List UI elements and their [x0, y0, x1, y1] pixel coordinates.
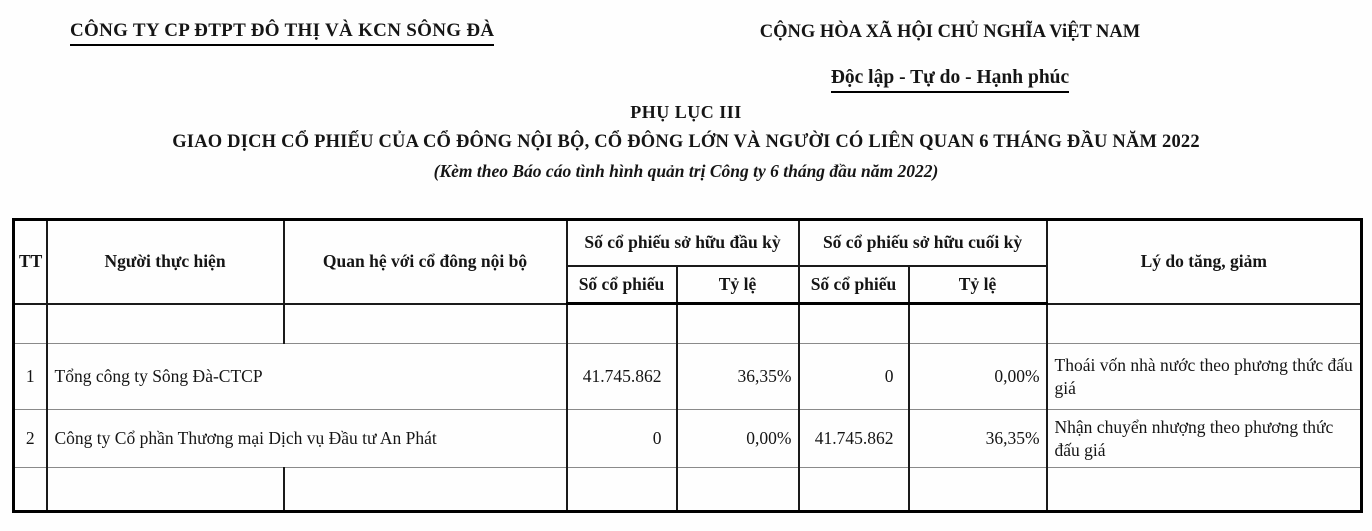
row-person: Công ty Cổ phần Thương mại Dịch vụ Đầu t…	[45, 409, 568, 468]
table-header-row-groups: TT Người thực hiện Quan hệ với cổ đông n…	[12, 218, 1363, 305]
national-title: CỘNG HÒA XÃ HỘI CHỦ NGHĨA ViỆT NAM	[759, 22, 1141, 42]
spacer-row	[12, 303, 1363, 344]
empty-cell	[565, 303, 678, 344]
row-reason: Thoái vốn nhà nước theo phương thức đấu …	[1045, 343, 1363, 410]
header-relation: Quan hệ với cổ đông nội bộ	[282, 218, 568, 305]
empty-cell	[675, 467, 800, 513]
row-end-ratio: 0,00%	[907, 343, 1048, 410]
header-end-ratio: Tỷ lệ	[907, 264, 1048, 305]
document-subtitle: (Kèm theo Báo cáo tình hình quản trị Côn…	[433, 161, 939, 181]
empty-cell	[797, 303, 910, 344]
row-index: 2	[12, 409, 48, 468]
empty-cell	[907, 303, 1048, 344]
empty-cell	[45, 303, 285, 344]
national-motto: Độc lập - Tự do - Hạnh phúc	[830, 67, 1070, 93]
empty-cell	[565, 467, 678, 513]
header-person: Người thực hiện	[45, 218, 285, 305]
empty-cell	[282, 303, 568, 344]
empty-cell	[45, 467, 285, 513]
national-motto-block: CỘNG HÒA XÃ HỘI CHỦ NGHĨA ViỆT NAM Độc l…	[700, 22, 1200, 93]
table-row: 1 Tổng công ty Sông Đà-CTCP 41.745.862 3…	[12, 343, 1363, 410]
row-begin-ratio: 0,00%	[675, 409, 800, 468]
header-begin-group: Số cổ phiếu sở hữu đầu kỳ	[565, 218, 800, 267]
empty-cell	[12, 467, 48, 513]
header-end-group: Số cổ phiếu sở hữu cuối kỳ	[797, 218, 1048, 267]
row-begin-shares: 41.745.862	[565, 343, 678, 410]
company-name: CÔNG TY CP ĐTPT ĐÔ THỊ VÀ KCN SÔNG ĐÀ	[70, 20, 495, 46]
appendix-title: PHỤ LỤC III	[630, 102, 742, 122]
row-end-ratio: 36,35%	[907, 409, 1048, 468]
header-begin-shares: Số cổ phiếu	[565, 264, 678, 305]
row-person: Tổng công ty Sông Đà-CTCP	[45, 343, 568, 410]
row-begin-shares: 0	[565, 409, 678, 468]
header-tt: TT	[12, 218, 48, 305]
empty-cell	[1045, 303, 1363, 344]
row-index: 1	[12, 343, 48, 410]
header-begin-ratio: Tỷ lệ	[675, 264, 800, 305]
header-end-shares: Số cổ phiếu	[797, 264, 910, 305]
row-begin-ratio: 36,35%	[675, 343, 800, 410]
row-end-shares: 41.745.862	[797, 409, 910, 468]
empty-cell	[1045, 467, 1363, 513]
empty-cell	[282, 467, 568, 513]
empty-cell	[675, 303, 800, 344]
header-reason: Lý do tăng, giảm	[1045, 218, 1363, 305]
spacer-row	[12, 467, 1363, 513]
empty-cell	[12, 303, 48, 344]
empty-cell	[797, 467, 910, 513]
document-main-title: GIAO DỊCH CỔ PHIẾU CỦA CỔ ĐÔNG NỘI BỘ, C…	[172, 132, 1200, 152]
table-row: 2 Công ty Cổ phần Thương mại Dịch vụ Đầu…	[12, 409, 1363, 468]
document-titles: PHỤ LỤC III GIAO DỊCH CỔ PHIẾU CỦA CỔ ĐÔ…	[0, 102, 1372, 182]
transactions-table: TT Người thực hiện Quan hệ với cổ đông n…	[12, 218, 1364, 513]
table-header-row-sub: Số cổ phiếu Tỷ lệ Số cổ phiếu Tỷ lệ	[14, 264, 1362, 305]
empty-cell	[907, 467, 1048, 513]
row-reason: Nhận chuyển nhượng theo phương thức đấu …	[1045, 409, 1363, 468]
row-end-shares: 0	[797, 343, 910, 410]
